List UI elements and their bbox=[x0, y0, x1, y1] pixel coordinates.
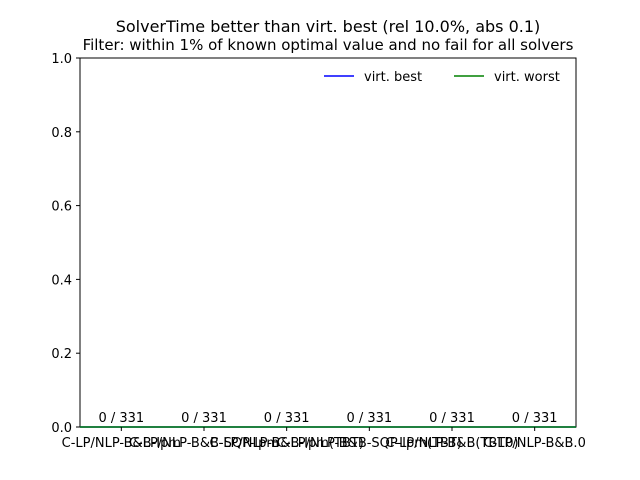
y-tick-label: 0.0 bbox=[51, 421, 72, 436]
x-tick-label: C-LP/NLP-B&B-SQP-Ipm bbox=[129, 436, 279, 451]
legend: virt. best virt. worst bbox=[324, 70, 560, 85]
x-tick-label: C-LP/NLP-B&B-Ipm(TBT) bbox=[209, 436, 363, 451]
bar-value-label: 0 / 331 bbox=[346, 411, 392, 426]
plot-area bbox=[79, 57, 577, 428]
bar-value-label: 0 / 331 bbox=[512, 411, 558, 426]
x-axis: C-LP/NLP-B&B-IpmC-LP/NLP-B&B-SQP-IpmC-LP… bbox=[62, 427, 586, 451]
y-tick-label: 0.8 bbox=[51, 126, 72, 141]
legend-label: virt. best bbox=[364, 70, 422, 85]
x-tick-label: C-LP/NLP-B&B-SQP-Ipm(TBT) bbox=[277, 436, 462, 451]
y-tick-label: 0.4 bbox=[51, 273, 72, 288]
chart-subtitle: Filter: within 1% of known optimal value… bbox=[83, 36, 574, 54]
bar-value-label: 0 / 331 bbox=[181, 411, 227, 426]
y-tick-label: 0.6 bbox=[51, 200, 72, 215]
bar-labels: 0 / 331 0 / 331 0 / 331 0 / 331 0 / 331 0 / 3… bbox=[98, 411, 557, 426]
bar-value-label: 0 / 331 bbox=[98, 411, 144, 426]
x-tick-label: C-LP/NLP-B&B(TBT0) bbox=[385, 436, 518, 451]
y-tick-label: 1.0 bbox=[51, 52, 72, 67]
y-axis: 0.0 0.2 0.4 0.6 0.8 1.0 bbox=[51, 52, 80, 436]
x-tick-label: C-LP/NLP-B&B-Ipm bbox=[62, 436, 181, 451]
y-tick-label: 0.2 bbox=[51, 347, 72, 362]
bar-value-label: 0 / 331 bbox=[264, 411, 310, 426]
bar-value-label: 0 / 331 bbox=[429, 411, 475, 426]
x-tick-label: C-LP/NLP-B&B.0 bbox=[483, 436, 585, 451]
chart-title: SolverTime better than virt. best (rel 1… bbox=[116, 17, 541, 36]
legend-label: virt. worst bbox=[494, 70, 560, 85]
